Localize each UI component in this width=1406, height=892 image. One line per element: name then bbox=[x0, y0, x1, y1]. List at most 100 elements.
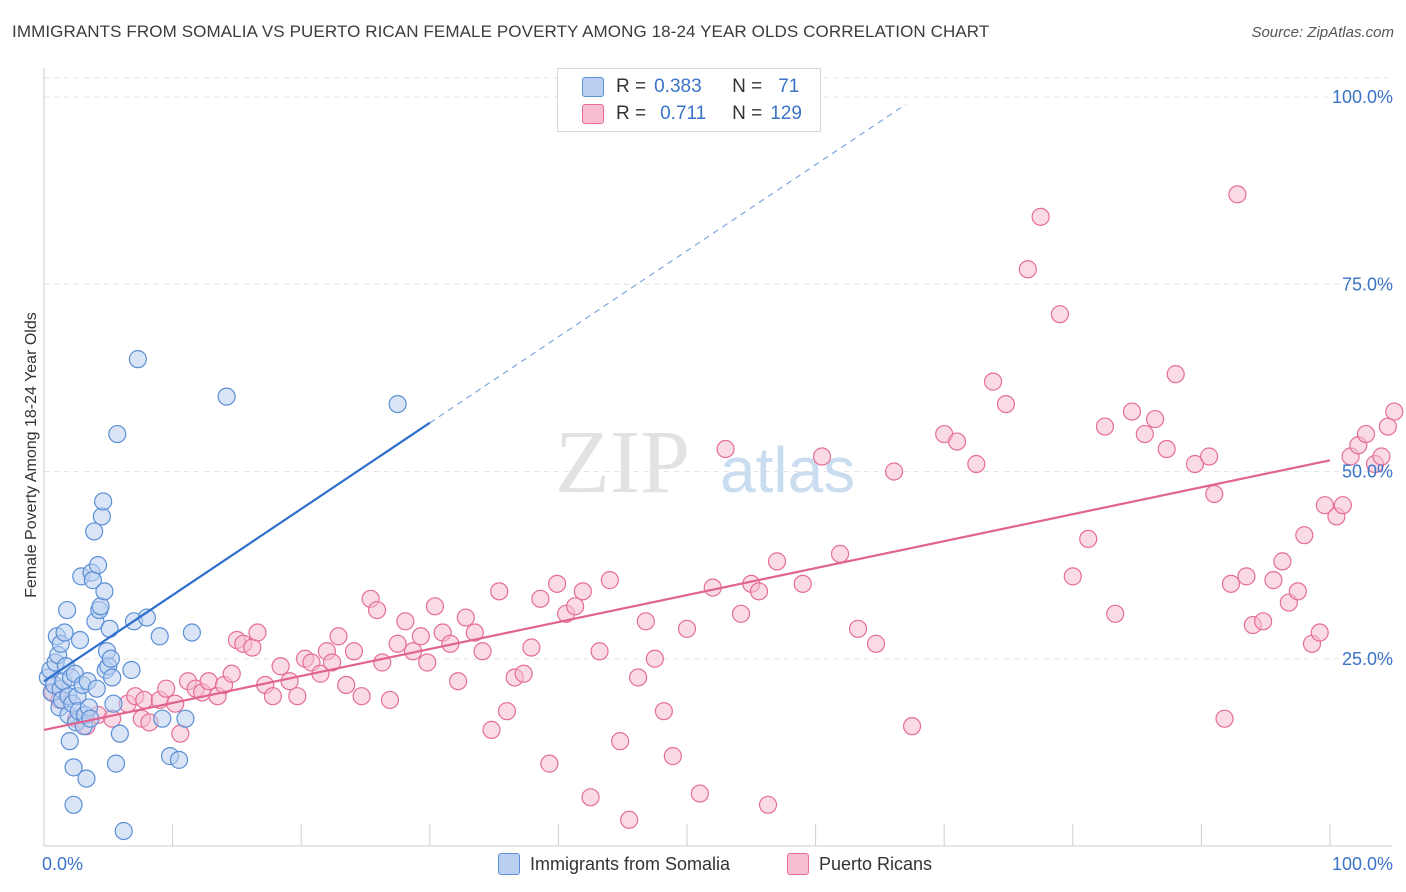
puerto-point-52 bbox=[448, 672, 468, 691]
somalia-point-66 bbox=[182, 623, 201, 642]
puerto-point-108 bbox=[1146, 409, 1165, 429]
legend-swatch-puerto bbox=[582, 104, 604, 124]
puerto-point-90 bbox=[848, 619, 868, 638]
puerto-point-86 bbox=[767, 552, 787, 571]
y-tick-label-75: 75.0% bbox=[1342, 274, 1393, 294]
bottom-legend-label-puerto: Puerto Ricans bbox=[819, 853, 933, 874]
chart-title: IMMIGRANTS FROM SOMALIA VS PUERTO RICAN … bbox=[12, 22, 990, 41]
somalia-point-31 bbox=[77, 769, 96, 788]
puerto-point-120 bbox=[1264, 571, 1283, 590]
axes bbox=[43, 68, 1392, 847]
puerto-point-74 bbox=[636, 612, 655, 631]
puerto-point-72 bbox=[620, 810, 639, 829]
puerto-point-21 bbox=[222, 664, 241, 683]
puerto-point-87 bbox=[793, 574, 812, 593]
puerto-point-89 bbox=[830, 544, 850, 563]
somalia-point-56 bbox=[114, 821, 133, 841]
legend-puerto-r-value: 0.711 bbox=[660, 103, 707, 124]
somalia-point-51 bbox=[103, 668, 122, 687]
puerto-point-30 bbox=[288, 687, 307, 706]
legend-somalia-n-label: N = bbox=[732, 76, 763, 97]
x-tick-label-100: 100.0% bbox=[1332, 854, 1393, 874]
puerto-point-76 bbox=[654, 702, 673, 721]
somalia-point-61 bbox=[150, 627, 169, 646]
puerto-point-96 bbox=[967, 454, 986, 474]
puerto-point-18 bbox=[199, 672, 218, 691]
puerto-point-28 bbox=[271, 657, 290, 676]
legend-row-somalia: R = 0.383 N = 71 bbox=[582, 74, 799, 100]
somalia-point-44 bbox=[94, 492, 113, 511]
puerto-point-88 bbox=[812, 447, 832, 466]
puerto-point-25 bbox=[248, 623, 267, 642]
bottom-legend-swatch-somalia bbox=[498, 853, 520, 875]
somalia-point-39 bbox=[87, 679, 106, 698]
puerto-point-78 bbox=[677, 619, 697, 638]
watermark-atlas: atlas bbox=[720, 434, 855, 506]
legend-puerto-n-label: N = bbox=[732, 103, 763, 124]
puerto-point-132 bbox=[1356, 424, 1376, 444]
somalia-point-50 bbox=[101, 649, 120, 668]
puerto-point-109 bbox=[1157, 439, 1176, 459]
legend-row-puerto: R = 0.711 N = 129 bbox=[582, 101, 802, 127]
somalia-point-37 bbox=[85, 522, 104, 541]
bottom-legend-label-somalia: Immigrants from Somalia bbox=[530, 853, 731, 874]
puerto-point-35 bbox=[322, 653, 342, 672]
puerto-point-105 bbox=[1106, 604, 1125, 623]
y-tick-label-50: 50.0% bbox=[1342, 462, 1393, 482]
puerto-point-136 bbox=[1385, 402, 1404, 421]
somalia-point-43 bbox=[92, 507, 111, 526]
somalia-point-45 bbox=[95, 582, 114, 601]
y-tick-label-25: 25.0% bbox=[1342, 649, 1393, 669]
puerto-point-126 bbox=[1310, 623, 1329, 642]
somalia-point-59 bbox=[128, 350, 147, 369]
puerto-point-67 bbox=[573, 582, 592, 601]
legend-swatch-somalia bbox=[582, 77, 604, 97]
puerto-point-127 bbox=[1315, 496, 1334, 515]
puerto-point-103 bbox=[1079, 529, 1098, 549]
tick-labels: 25.0% 50.0% 75.0% 100.0% 0.0% 100.0% bbox=[42, 87, 1393, 874]
puerto-point-12 bbox=[157, 679, 176, 698]
legend-somalia-n-value: 71 bbox=[778, 76, 800, 97]
puerto-point-62 bbox=[531, 589, 550, 608]
somalia-point-64 bbox=[169, 750, 189, 769]
puerto-point-101 bbox=[1050, 305, 1070, 324]
puerto-point-124 bbox=[1295, 526, 1314, 545]
puerto-point-49 bbox=[425, 597, 445, 616]
puerto-point-41 bbox=[367, 600, 387, 620]
puerto-point-70 bbox=[600, 571, 619, 590]
puerto-point-75 bbox=[645, 649, 664, 668]
puerto-point-123 bbox=[1288, 582, 1307, 601]
somalia-point-55 bbox=[110, 724, 129, 743]
puerto-point-79 bbox=[690, 784, 709, 803]
source-note: Source: ZipAtlas.com bbox=[1251, 24, 1394, 41]
puerto-point-104 bbox=[1095, 417, 1115, 436]
somalia-point-14 bbox=[58, 600, 77, 620]
puerto-point-54 bbox=[465, 623, 484, 642]
somalia-point-12 bbox=[55, 623, 74, 642]
puerto-point-64 bbox=[548, 574, 567, 593]
somalia-point-49 bbox=[100, 619, 119, 638]
somalia-trend-extension bbox=[429, 103, 906, 424]
somalia-point-67 bbox=[217, 387, 236, 406]
somalia-point-42 bbox=[91, 597, 110, 616]
stats-legend: R = 0.383 N = 71 R = 0.711 N = 129 bbox=[557, 68, 821, 132]
puerto-point-69 bbox=[590, 642, 609, 661]
puerto-point-39 bbox=[352, 687, 371, 706]
puerto-point-36 bbox=[329, 627, 348, 646]
puerto-point-98 bbox=[996, 394, 1016, 414]
legend-somalia-r-value: 0.383 bbox=[654, 76, 702, 97]
puerto-point-111 bbox=[1185, 454, 1205, 474]
somalia-point-53 bbox=[106, 754, 126, 773]
somalia-point-68 bbox=[388, 394, 407, 414]
puerto-point-119 bbox=[1254, 612, 1273, 631]
puerto-point-134 bbox=[1372, 447, 1391, 466]
somalia-point-54 bbox=[108, 424, 127, 444]
bottom-legend-puerto: Puerto Ricans bbox=[787, 850, 932, 878]
puerto-point-81 bbox=[716, 439, 735, 459]
watermark-zip: ZIP bbox=[555, 413, 690, 512]
puerto-point-115 bbox=[1221, 574, 1241, 593]
somalia-point-65 bbox=[176, 709, 195, 728]
somalia-point-52 bbox=[104, 694, 123, 713]
puerto-point-37 bbox=[337, 675, 356, 695]
